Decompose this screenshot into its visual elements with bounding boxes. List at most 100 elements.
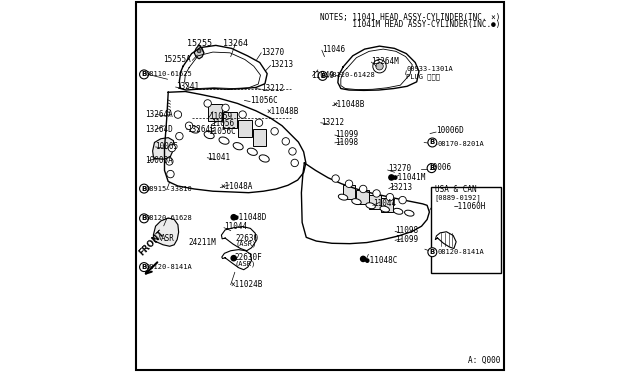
Text: B: B — [141, 71, 147, 77]
Text: 11059: 11059 — [209, 112, 232, 121]
Ellipse shape — [247, 148, 257, 155]
Circle shape — [231, 256, 236, 261]
Text: ●11048D: ●11048D — [234, 214, 267, 222]
Ellipse shape — [204, 131, 214, 139]
Text: 13241: 13241 — [175, 82, 199, 91]
Text: ×11048A: ×11048A — [220, 182, 253, 191]
Bar — [356, 190, 369, 204]
Text: B: B — [141, 215, 147, 221]
Bar — [431, 187, 500, 273]
Text: B: B — [429, 140, 435, 145]
Text: 11056C: 11056C — [209, 127, 236, 136]
Text: 11099: 11099 — [395, 235, 419, 244]
Bar — [238, 120, 252, 137]
Text: 15255: 15255 — [187, 39, 212, 48]
Circle shape — [318, 71, 327, 80]
Text: 11046: 11046 — [322, 45, 345, 54]
Circle shape — [373, 60, 386, 73]
Text: ●11048C: ●11048C — [365, 256, 397, 265]
Text: 13264A: 13264A — [145, 110, 173, 119]
Circle shape — [166, 158, 173, 165]
Bar — [253, 129, 266, 146]
Circle shape — [140, 184, 148, 193]
Text: 00933-1301A: 00933-1301A — [406, 66, 453, 72]
Polygon shape — [435, 232, 456, 248]
Text: 22630: 22630 — [236, 234, 259, 243]
Text: 11056C: 11056C — [250, 96, 278, 105]
Text: 13270: 13270 — [261, 48, 284, 57]
Ellipse shape — [233, 142, 243, 150]
Text: 08120-61628: 08120-61628 — [145, 215, 192, 221]
Ellipse shape — [339, 194, 348, 200]
Text: 11041: 11041 — [207, 153, 230, 162]
Ellipse shape — [394, 208, 403, 214]
Circle shape — [140, 70, 148, 79]
Text: 08120-8141A: 08120-8141A — [145, 264, 192, 270]
Text: B: B — [429, 165, 434, 171]
Text: ×11048B: ×11048B — [333, 100, 365, 109]
Ellipse shape — [404, 210, 414, 216]
Circle shape — [271, 128, 278, 135]
Text: 13213: 13213 — [389, 183, 412, 192]
Text: 11098: 11098 — [335, 138, 358, 147]
Text: NOTES; 11041 HEAD ASSY-CYLINDER(INC. ×): NOTES; 11041 HEAD ASSY-CYLINDER(INC. ×) — [320, 13, 500, 22]
Text: 11098: 11098 — [395, 226, 419, 235]
Circle shape — [186, 122, 193, 129]
Text: 08170-8201A: 08170-8201A — [437, 141, 484, 147]
Circle shape — [376, 62, 383, 70]
Text: 08120-8141A: 08120-8141A — [437, 249, 484, 255]
Text: USA & CAN: USA & CAN — [435, 185, 477, 194]
Circle shape — [197, 49, 201, 53]
Circle shape — [204, 100, 211, 107]
Circle shape — [389, 175, 394, 180]
Text: 11099: 11099 — [335, 130, 358, 139]
Text: 15255A: 15255A — [163, 55, 191, 64]
Polygon shape — [154, 218, 179, 246]
Circle shape — [239, 111, 246, 118]
Circle shape — [428, 248, 437, 257]
Text: (ASR): (ASR) — [236, 241, 257, 247]
Text: 13264D: 13264D — [145, 125, 173, 134]
Text: −11060H: −11060H — [453, 202, 486, 211]
Text: FRONT: FRONT — [138, 228, 166, 257]
Circle shape — [222, 104, 229, 112]
Circle shape — [291, 159, 298, 167]
Bar — [209, 104, 222, 121]
Text: 13264: 13264 — [223, 39, 248, 48]
Text: 10005A: 10005A — [145, 156, 173, 165]
Text: 22630F: 22630F — [234, 253, 262, 262]
Text: 11044: 11044 — [224, 222, 247, 231]
Text: 13264E: 13264E — [187, 125, 215, 134]
Circle shape — [399, 196, 406, 204]
Text: 13212: 13212 — [321, 118, 344, 126]
Ellipse shape — [366, 203, 375, 209]
Text: 10005: 10005 — [156, 142, 179, 151]
Circle shape — [346, 180, 353, 187]
Text: B: B — [141, 186, 147, 192]
Text: 08915-33810: 08915-33810 — [145, 186, 192, 192]
Text: 13270: 13270 — [388, 164, 411, 173]
Circle shape — [255, 119, 262, 126]
Text: B: B — [320, 73, 325, 79]
Circle shape — [174, 111, 182, 118]
Text: B: B — [141, 264, 147, 270]
Text: 11049: 11049 — [312, 71, 335, 80]
Bar — [223, 112, 237, 128]
Text: ×11048B: ×11048B — [267, 107, 299, 116]
Ellipse shape — [352, 199, 361, 205]
Circle shape — [332, 175, 339, 182]
Text: 24211M: 24211M — [189, 238, 216, 247]
Polygon shape — [195, 45, 204, 59]
Ellipse shape — [259, 155, 269, 162]
Text: PLUG プラグ: PLUG プラグ — [406, 74, 440, 80]
Circle shape — [360, 185, 367, 193]
Circle shape — [140, 263, 148, 272]
Text: ●11041M: ●11041M — [394, 173, 426, 182]
Text: 10006D: 10006D — [436, 126, 464, 135]
Text: (ASR): (ASR) — [234, 260, 256, 267]
Circle shape — [428, 138, 437, 147]
Circle shape — [360, 256, 365, 262]
Circle shape — [167, 170, 174, 178]
Circle shape — [140, 214, 148, 223]
Text: 11056: 11056 — [211, 119, 234, 128]
